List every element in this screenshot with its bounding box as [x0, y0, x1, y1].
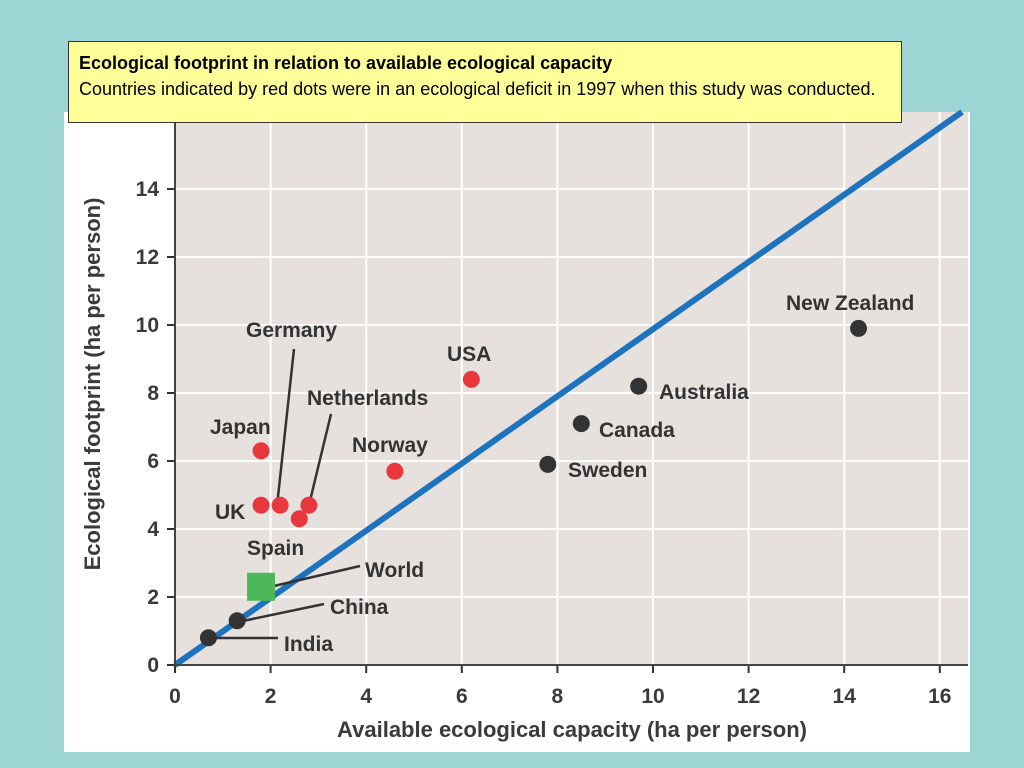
y-tick-label: 2: [147, 586, 159, 609]
label-japan: Japan: [210, 416, 271, 439]
label-world: World: [365, 559, 424, 582]
x-tick-label: 8: [552, 685, 564, 708]
point-japan: [252, 442, 270, 460]
caption-box: Ecological footprint in relation to avai…: [68, 41, 902, 123]
point-labels: Japan UK Germany Spain Netherlands Norway USA W…: [210, 292, 914, 656]
point-spain: [290, 510, 308, 528]
label-india: India: [284, 633, 333, 656]
x-tick-label: 0: [169, 685, 181, 708]
leader-china: [237, 602, 325, 624]
x-axis-label: Available ecological capacity (ha per pe…: [337, 717, 807, 742]
label-uk: UK: [215, 501, 245, 524]
caption-title: Ecological footprint in relation to avai…: [79, 53, 613, 73]
y-tick-label: 0: [147, 654, 159, 677]
y-tick-label: 10: [136, 314, 159, 337]
label-sweden: Sweden: [568, 459, 647, 482]
label-leaders: [214, 348, 361, 640]
y-tick-label: 12: [136, 246, 159, 269]
x-tick-label: 6: [456, 685, 468, 708]
point-sweden: [539, 455, 557, 473]
point-norway: [386, 462, 404, 480]
y-tick-label: 14: [136, 178, 160, 201]
point-uk: [252, 496, 270, 514]
x-tick-label: 14: [833, 685, 857, 708]
label-usa: USA: [447, 343, 491, 366]
point-germany: [271, 496, 289, 514]
grid: [175, 112, 968, 665]
caption-text: Countries indicated by red dots were in …: [79, 79, 876, 99]
x-tick-label: 2: [265, 685, 277, 708]
point-canada: [572, 415, 590, 433]
x-tick-label: 12: [737, 685, 760, 708]
x-tick-label: 4: [360, 685, 372, 708]
x-tick-label: 10: [641, 685, 664, 708]
label-canada: Canada: [599, 419, 675, 442]
axes: 0 2 4 6 8 10 12 14 16 0 2 4 6 8 10 12 14: [136, 112, 968, 708]
label-new-zealand: New Zealand: [786, 292, 914, 315]
label-australia: Australia: [659, 381, 749, 404]
leader-netherlands: [307, 413, 333, 506]
point-china: [228, 612, 246, 630]
point-new-zealand: [850, 319, 868, 337]
point-usa: [462, 370, 480, 388]
leader-germany: [275, 348, 296, 507]
leader-world: [273, 564, 361, 588]
y-tick-label: 6: [147, 450, 159, 473]
label-norway: Norway: [352, 434, 428, 457]
label-netherlands: Netherlands: [307, 387, 428, 410]
point-australia: [630, 377, 648, 395]
label-germany: Germany: [246, 319, 337, 342]
x-tick-label: 16: [928, 685, 951, 708]
parity-line: [173, 109, 964, 668]
point-india: [199, 629, 217, 647]
point-world: [247, 572, 276, 601]
y-tick-label: 8: [147, 382, 159, 405]
point-netherlands: [300, 496, 318, 514]
y-axis-label: Ecological footprint (ha per person): [80, 198, 105, 571]
y-tick-label: 4: [147, 518, 159, 541]
label-spain: Spain: [247, 537, 304, 560]
label-china: China: [330, 596, 389, 619]
data-points: [199, 319, 868, 647]
